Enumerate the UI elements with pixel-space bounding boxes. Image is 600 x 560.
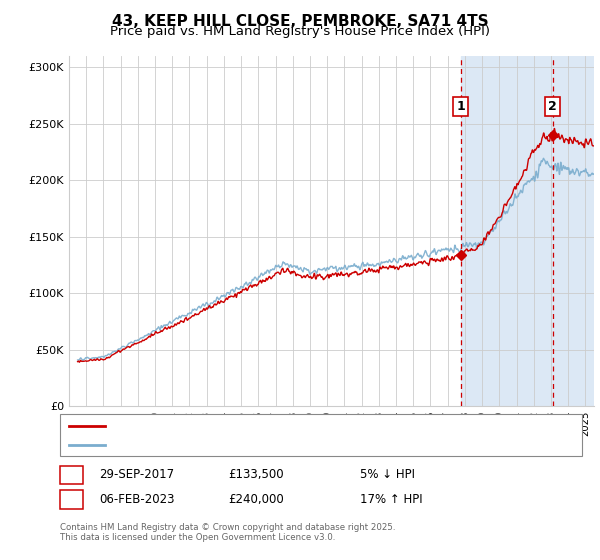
Text: 17% ↑ HPI: 17% ↑ HPI (360, 493, 422, 506)
Text: 2: 2 (548, 100, 557, 113)
Text: 2: 2 (67, 493, 76, 506)
Text: Contains HM Land Registry data © Crown copyright and database right 2025.: Contains HM Land Registry data © Crown c… (60, 523, 395, 532)
Text: 06-FEB-2023: 06-FEB-2023 (99, 493, 175, 506)
Text: 29-SEP-2017: 29-SEP-2017 (99, 468, 174, 482)
Text: 43, KEEP HILL CLOSE, PEMBROKE, SA71 4TS (semi-detached house): 43, KEEP HILL CLOSE, PEMBROKE, SA71 4TS … (111, 421, 482, 431)
Text: £240,000: £240,000 (228, 493, 284, 506)
Text: 1: 1 (456, 100, 465, 113)
Bar (461, 56, 600, 406)
Text: HPI: Average price, semi-detached house, Pembrokeshire: HPI: Average price, semi-detached house,… (111, 440, 424, 450)
Text: 5% ↓ HPI: 5% ↓ HPI (360, 468, 415, 482)
Text: Price paid vs. HM Land Registry's House Price Index (HPI): Price paid vs. HM Land Registry's House … (110, 25, 490, 38)
Text: 1: 1 (67, 468, 76, 482)
Text: This data is licensed under the Open Government Licence v3.0.: This data is licensed under the Open Gov… (60, 533, 335, 542)
Text: £133,500: £133,500 (228, 468, 284, 482)
Text: 43, KEEP HILL CLOSE, PEMBROKE, SA71 4TS: 43, KEEP HILL CLOSE, PEMBROKE, SA71 4TS (112, 14, 488, 29)
